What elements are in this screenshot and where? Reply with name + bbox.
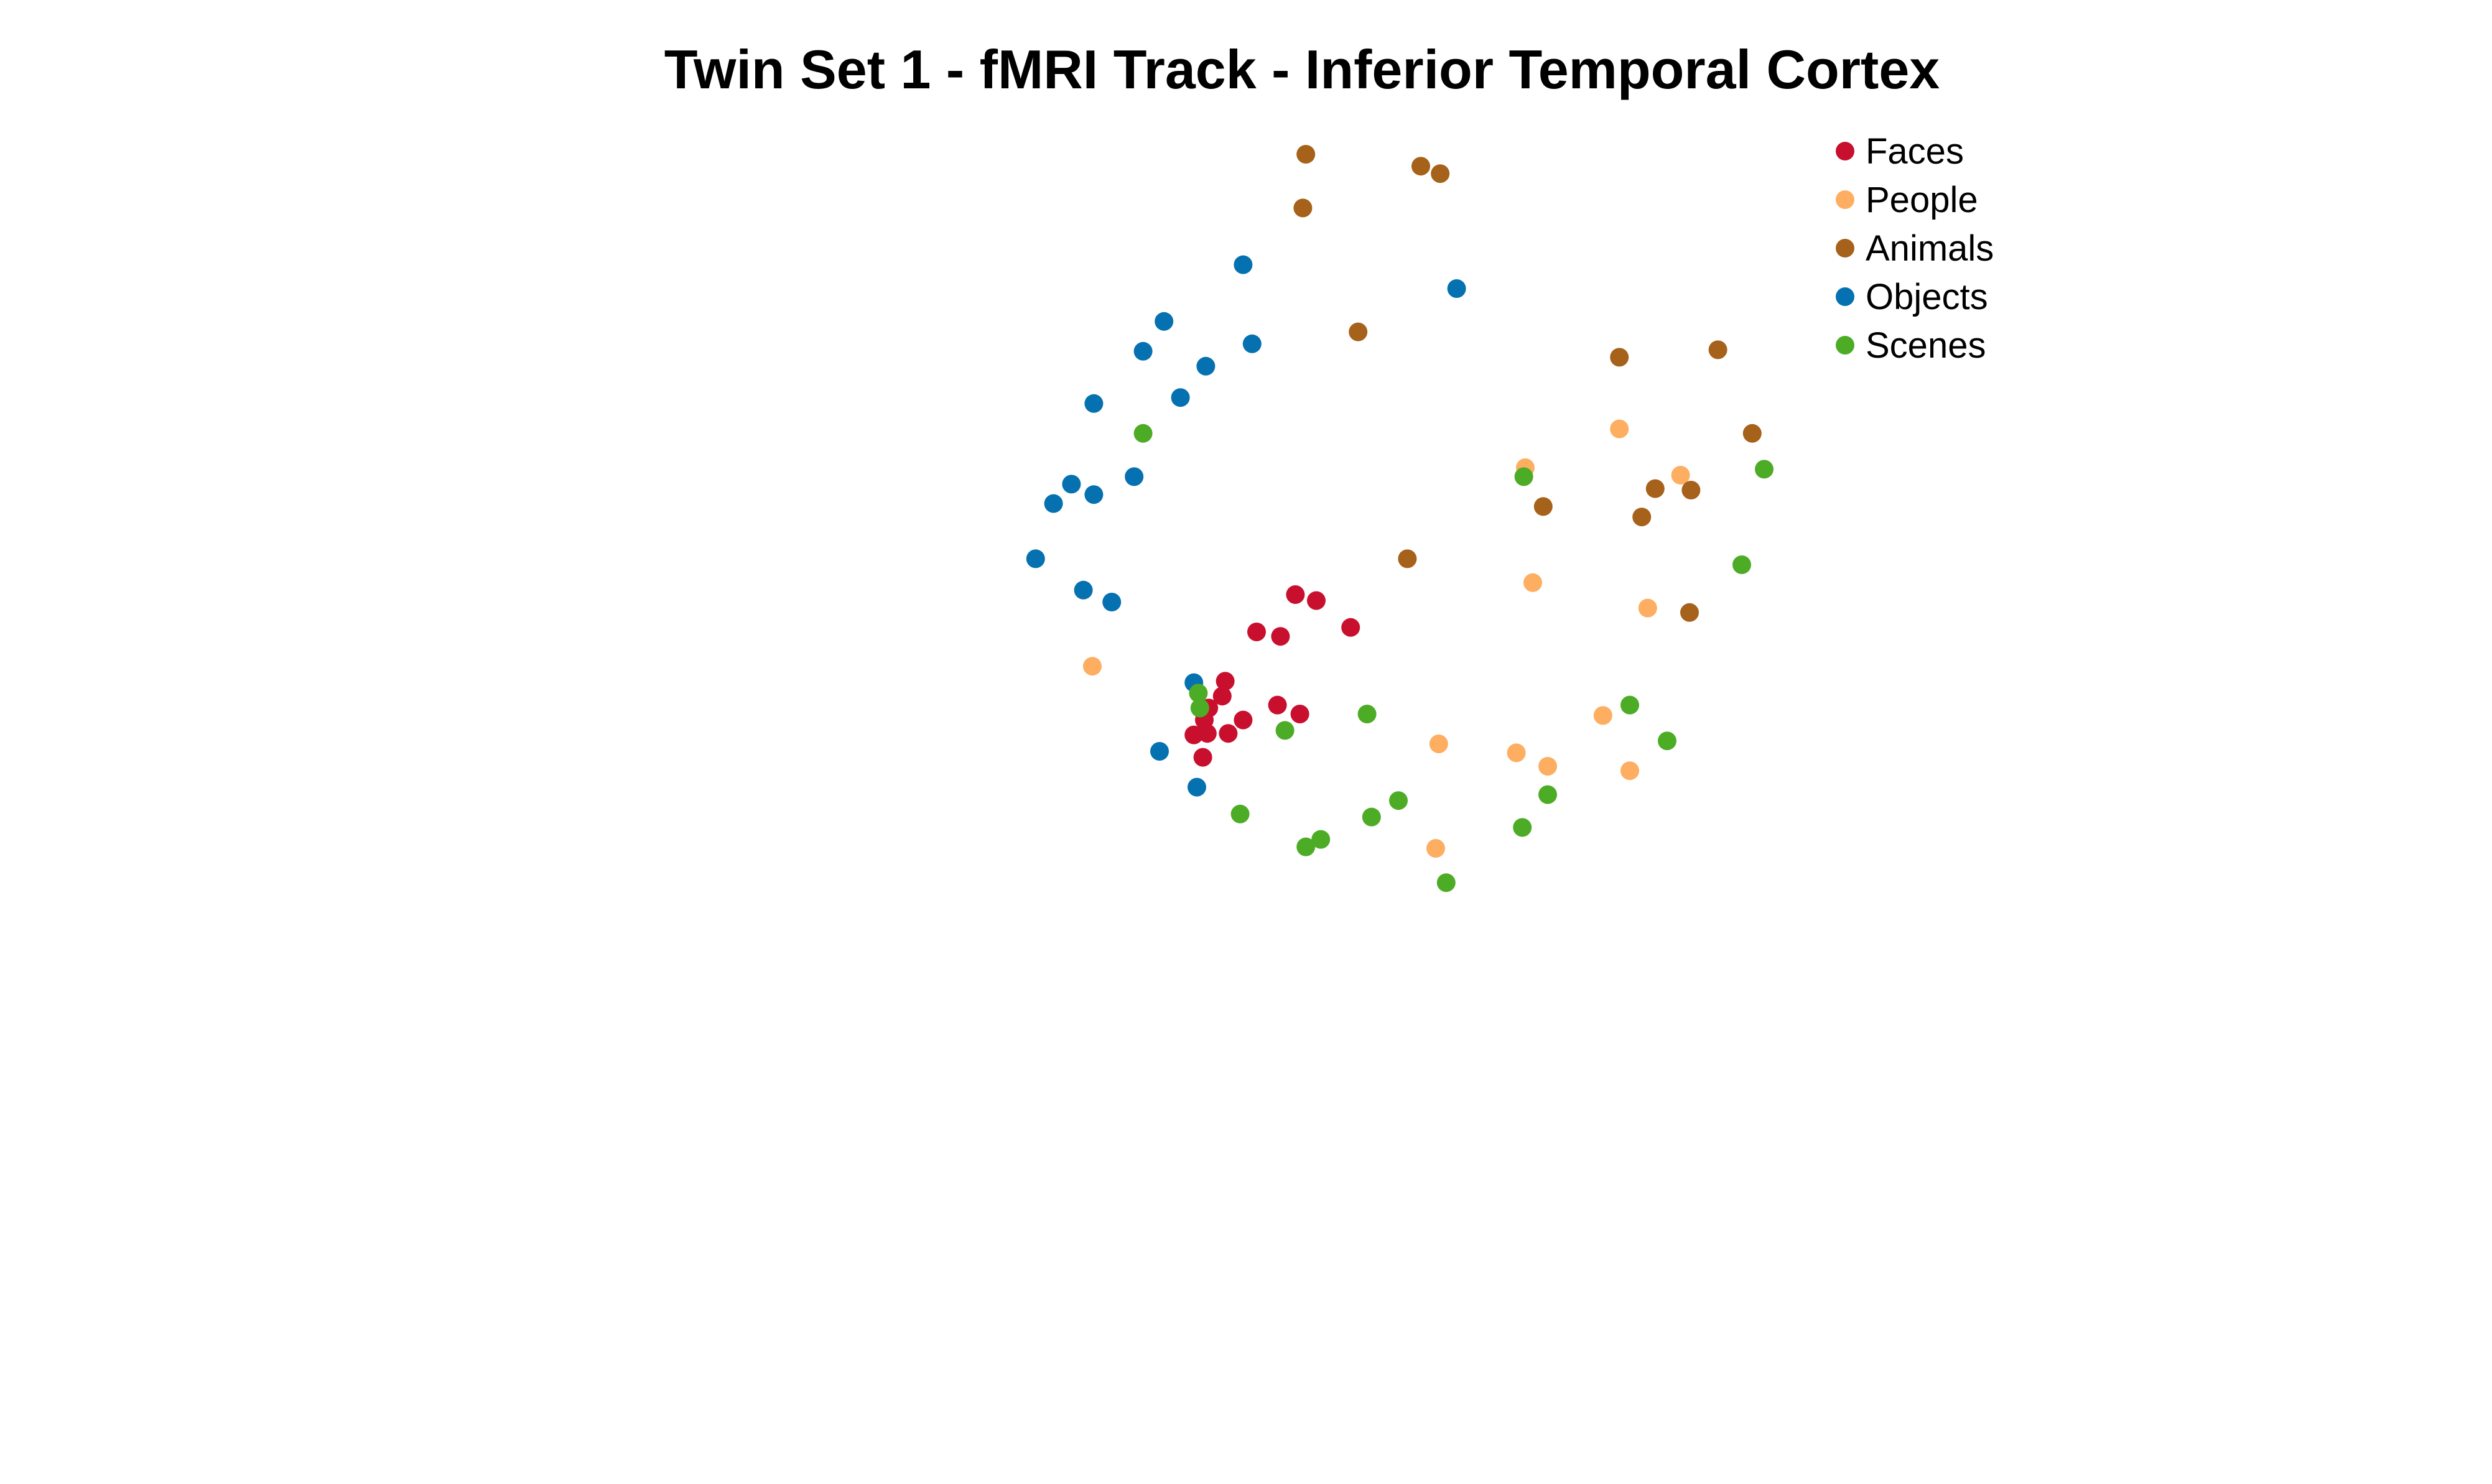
point-scenes-17 — [1296, 837, 1316, 856]
point-scenes-13 — [1362, 807, 1381, 827]
point-animals-11 — [1533, 497, 1553, 516]
legend-marker-objects — [1836, 287, 1854, 306]
point-people-4 — [1638, 598, 1657, 618]
legend-item-faces: Faces — [1836, 131, 1964, 172]
point-animals-5 — [1349, 322, 1368, 341]
point-scenes-3 — [1755, 460, 1774, 479]
series-people — [1083, 419, 1690, 858]
point-people-11 — [1620, 761, 1639, 781]
point-objects-15 — [1102, 593, 1122, 611]
point-animals-14 — [1680, 603, 1699, 622]
point-objects-6 — [1196, 356, 1216, 376]
point-animals-4 — [1293, 198, 1313, 218]
point-objects-17 — [1150, 742, 1169, 761]
points-layer — [1026, 145, 1774, 893]
point-people-3 — [1671, 466, 1690, 485]
chart-title: Twin Set 1 - fMRI Track - Inferior Tempo… — [664, 39, 1940, 100]
point-faces-16 — [1193, 748, 1212, 767]
point-faces-15 — [1184, 725, 1204, 744]
point-objects-10 — [1062, 475, 1081, 494]
point-scenes-18 — [1436, 873, 1456, 893]
point-faces-14 — [1219, 724, 1238, 743]
point-scenes-11 — [1538, 785, 1557, 804]
point-people-1 — [1610, 419, 1629, 438]
point-faces-13 — [1290, 705, 1309, 723]
point-animals-10 — [1681, 481, 1701, 499]
point-scenes-14 — [1230, 804, 1250, 823]
point-scenes-12 — [1389, 791, 1408, 810]
point-objects-7 — [1084, 394, 1104, 413]
point-animals-3 — [1431, 164, 1450, 183]
point-animals-2 — [1411, 157, 1430, 176]
point-faces-6 — [1216, 672, 1235, 691]
point-animals-1 — [1296, 145, 1316, 164]
point-faces-7 — [1212, 687, 1232, 706]
legend-label-faces: Faces — [1866, 131, 1964, 172]
legend-label-animals: Animals — [1866, 228, 1994, 269]
point-scenes-6 — [1190, 698, 1209, 718]
point-faces-3 — [1247, 623, 1266, 641]
legend-label-people: People — [1866, 180, 1978, 220]
legend-item-objects: Objects — [1836, 277, 1988, 317]
legend-label-objects: Objects — [1866, 277, 1988, 317]
point-animals-8 — [1742, 424, 1762, 443]
point-animals-13 — [1398, 549, 1417, 568]
legend-marker-faces — [1836, 142, 1854, 160]
point-objects-18 — [1188, 777, 1206, 797]
point-objects-11 — [1084, 485, 1104, 504]
point-faces-1 — [1286, 585, 1305, 604]
legend-marker-scenes — [1836, 336, 1854, 355]
point-objects-2 — [1447, 279, 1466, 298]
legend-label-scenes: Scenes — [1866, 325, 1986, 366]
point-scenes-8 — [1357, 705, 1377, 723]
point-scenes-7 — [1275, 721, 1295, 740]
legend-item-people: People — [1836, 180, 1978, 220]
point-faces-4 — [1271, 627, 1290, 646]
point-objects-8 — [1171, 388, 1190, 407]
point-people-12 — [1426, 839, 1445, 858]
point-scenes-1 — [1133, 424, 1153, 443]
point-people-5 — [1523, 573, 1542, 592]
point-objects-12 — [1044, 494, 1063, 513]
point-objects-4 — [1242, 334, 1262, 353]
point-animals-12 — [1632, 508, 1652, 527]
series-scenes — [1133, 424, 1774, 893]
point-scenes-15 — [1513, 818, 1532, 837]
point-objects-1 — [1234, 255, 1253, 274]
point-people-7 — [1593, 706, 1612, 725]
point-objects-14 — [1074, 580, 1093, 600]
series-animals — [1293, 145, 1762, 622]
point-faces-2 — [1307, 591, 1326, 610]
point-scenes-10 — [1658, 731, 1676, 751]
point-faces-11 — [1234, 710, 1253, 730]
point-scenes-4 — [1732, 555, 1751, 574]
point-objects-13 — [1026, 549, 1045, 568]
point-scenes-5 — [1189, 684, 1208, 703]
point-objects-5 — [1133, 341, 1153, 361]
point-people-8 — [1429, 735, 1448, 753]
legend-marker-animals — [1836, 239, 1854, 257]
point-people-9 — [1507, 743, 1526, 763]
point-scenes-16 — [1311, 830, 1331, 849]
legend-item-scenes: Scenes — [1836, 325, 1986, 366]
point-faces-12 — [1268, 695, 1287, 715]
point-objects-3 — [1155, 312, 1174, 331]
point-faces-5 — [1341, 618, 1360, 637]
point-scenes-2 — [1514, 467, 1533, 486]
point-objects-9 — [1125, 467, 1144, 486]
point-scenes-9 — [1620, 695, 1639, 715]
point-people-10 — [1538, 757, 1557, 776]
legend-marker-people — [1836, 190, 1854, 209]
point-animals-7 — [1708, 340, 1727, 359]
series-objects — [1026, 255, 1466, 797]
legend-item-animals: Animals — [1836, 228, 1994, 269]
point-people-6 — [1083, 657, 1102, 676]
legend: Faces People Animals Objects Scenes — [1836, 131, 1994, 366]
point-animals-9 — [1645, 479, 1665, 498]
point-animals-6 — [1610, 348, 1629, 367]
series-faces — [1184, 585, 1360, 767]
